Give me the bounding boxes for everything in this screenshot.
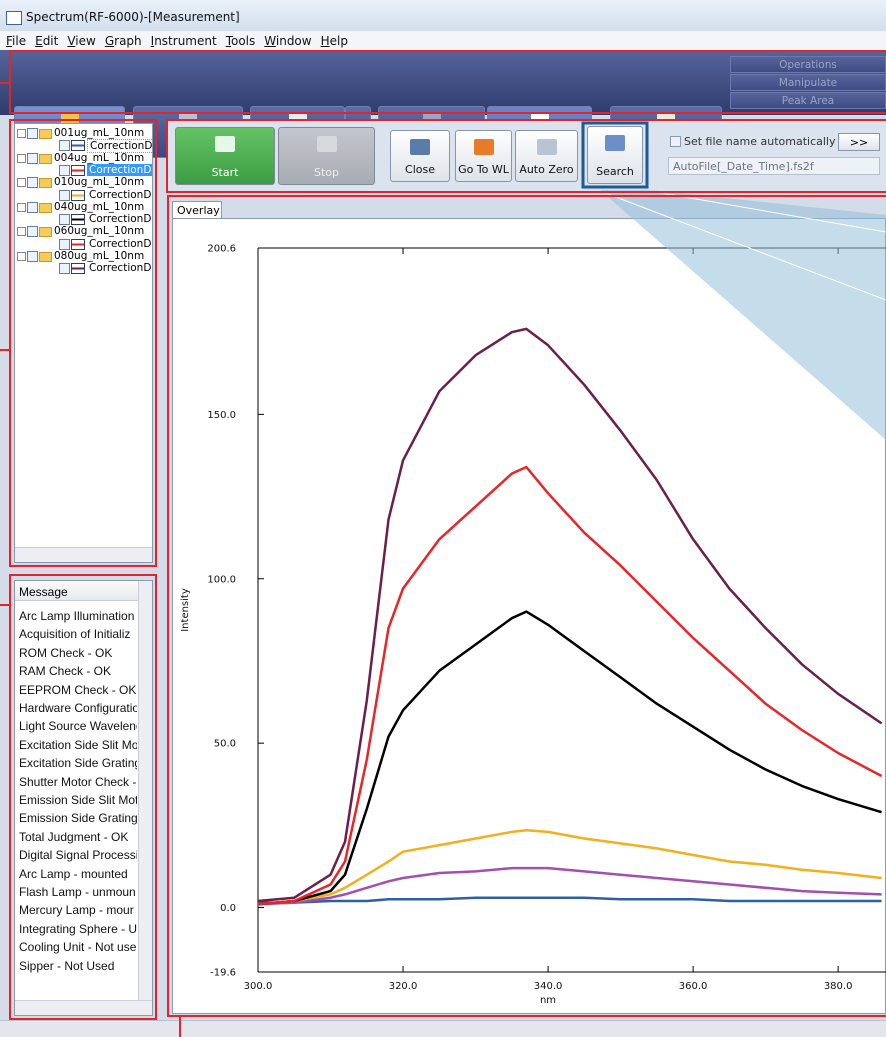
menu-item[interactable]: Edit [35, 33, 59, 48]
menu-item[interactable]: View [67, 33, 96, 48]
y-tick-label: 200.6 [207, 244, 236, 255]
x-tick-label: 300.0 [244, 981, 273, 992]
title-bar: Spectrum(RF-6000)-[Measurement] [0, 0, 886, 30]
x-tick-label: 360.0 [679, 981, 708, 992]
menu-item[interactable]: File [6, 33, 27, 48]
data-line [258, 896, 882, 904]
x-axis-label: nm [540, 995, 556, 1006]
y-tick-label: 0.0 [220, 903, 236, 914]
window-title: Spectrum(RF-6000)-[Measurement] [26, 10, 240, 24]
y-axis-label: Intensity [180, 588, 191, 632]
data-line [257, 465, 883, 906]
menu-item[interactable]: Graph [104, 33, 142, 48]
data-line [257, 610, 882, 906]
menu-item[interactable]: Help [320, 33, 348, 48]
menu-item[interactable]: Window [264, 33, 312, 48]
menu-item[interactable]: Instrument [150, 33, 217, 48]
menu-bar: File Edit View Graph Instrument Tools Window He… [0, 31, 886, 50]
app-icon [6, 11, 22, 25]
y-tick-label: -19.6 [210, 968, 236, 979]
y-tick-label: 150.0 [207, 410, 236, 421]
menu-item[interactable]: Tools [225, 33, 256, 48]
y-tick-label: 50.0 [214, 739, 236, 750]
x-tick-label: 320.0 [389, 981, 418, 992]
x-tick-label: 340.0 [534, 981, 563, 992]
data-line [257, 327, 883, 903]
x-tick-label: 380.0 [824, 981, 853, 992]
y-tick-label: 100.0 [207, 574, 236, 585]
status-bar [0, 1020, 886, 1037]
